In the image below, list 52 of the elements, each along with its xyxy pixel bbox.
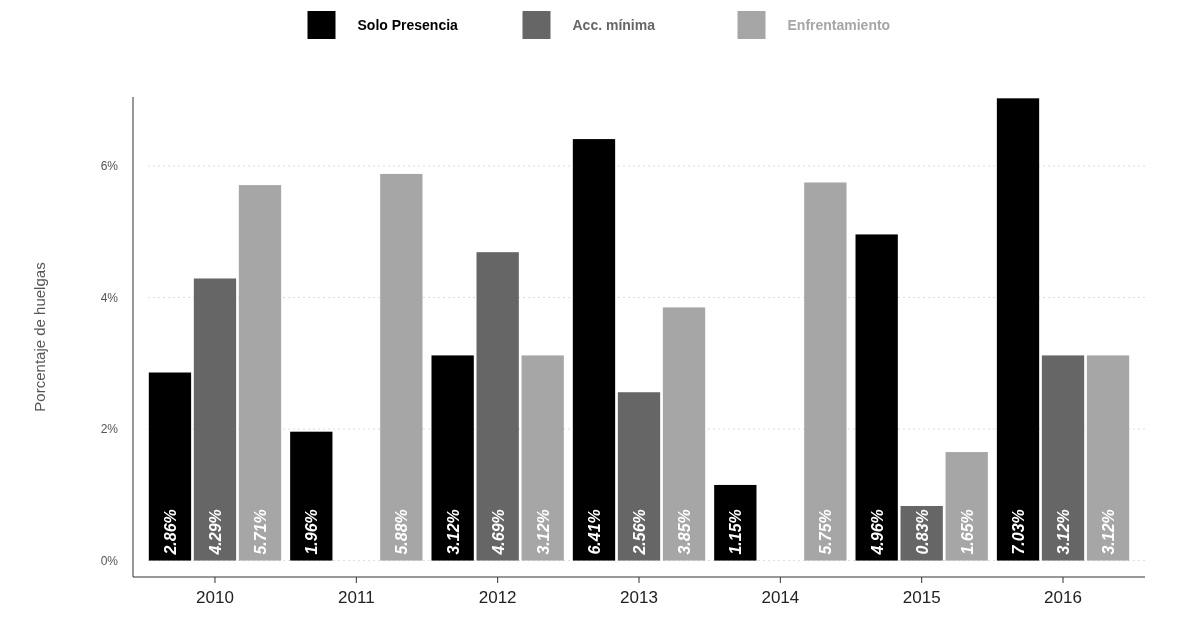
x-tick-label: 2014 [761, 588, 800, 607]
bar [617, 392, 661, 561]
data-label: 4.69% [489, 509, 507, 556]
x-tick-label: 2012 [478, 588, 517, 607]
bar [855, 234, 898, 561]
data-label: 0.83% [913, 509, 931, 555]
data-label: 5.88% [393, 509, 411, 555]
bar [662, 307, 706, 561]
data-label: 1.96% [303, 509, 321, 555]
bar [996, 98, 1040, 561]
bar [380, 173, 423, 561]
bar [431, 355, 474, 561]
x-tick-label: 2013 [620, 588, 658, 607]
x-tick-label: 2015 [902, 588, 941, 607]
data-label: 5.75% [817, 509, 835, 555]
bar [804, 182, 847, 561]
y-tick-label: 4% [100, 290, 119, 305]
data-label: 1.65% [958, 509, 976, 555]
legend-label: Enfrentamiento [787, 17, 891, 33]
y-tick-label: 6% [100, 159, 119, 174]
bar [1041, 355, 1085, 561]
data-label: 6.41% [585, 509, 603, 555]
data-label: 2.56% [631, 509, 648, 556]
bar [1086, 355, 1130, 561]
data-label: 3.12% [1100, 509, 1118, 555]
data-label: 3.12% [444, 509, 462, 555]
bar [521, 355, 564, 561]
y-tick-label: 0% [100, 553, 119, 568]
data-label: 3.85% [676, 509, 694, 555]
data-label: 4.29% [206, 509, 224, 556]
data-label: 1.15% [727, 509, 745, 555]
data-label: 2.86% [161, 509, 179, 556]
bar [238, 185, 282, 561]
bar [193, 278, 237, 561]
y-axis-title: Porcentaje de huelgas [31, 262, 48, 412]
bar [476, 252, 519, 561]
data-label: 7.03% [1010, 509, 1028, 555]
data-label: 5.71% [251, 509, 269, 555]
data-label: 3.12% [1055, 509, 1073, 555]
bar [945, 452, 988, 561]
bar [290, 431, 333, 561]
x-tick-label: 2016 [1044, 588, 1082, 607]
bar [148, 372, 192, 561]
data-label: 4.96% [868, 509, 886, 556]
bar [572, 139, 616, 561]
y-tick-label: 2% [100, 422, 119, 437]
legend-label: Acc. mínima [572, 17, 656, 33]
x-tick-label: 2011 [338, 588, 375, 607]
bar [714, 484, 757, 561]
legend-label: Solo Presencia [357, 17, 459, 33]
data-label: 3.12% [534, 509, 552, 555]
x-tick-label: 2010 [196, 588, 234, 607]
